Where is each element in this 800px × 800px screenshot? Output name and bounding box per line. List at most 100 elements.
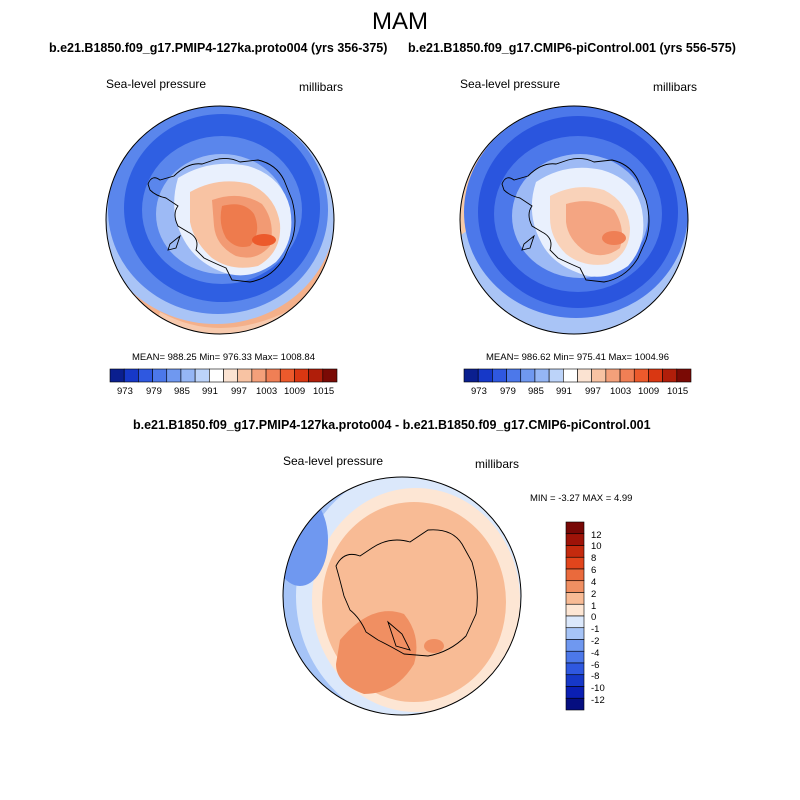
colorbar-difference-swatch: [565, 545, 585, 558]
colorbar-pmip4-swatch: [209, 368, 224, 383]
colorbar-difference-swatch: [565, 662, 585, 676]
cb-diff-tick-label: 2: [591, 589, 597, 600]
cb-right-tick-label: 1009: [638, 386, 660, 397]
cb-left-tick-label: 1009: [284, 386, 306, 397]
colorbar-cmip6-swatch: [548, 368, 564, 383]
season-title: MAM: [372, 8, 428, 35]
cb-diff-tick-label: 1: [591, 601, 597, 612]
map-diff-fill-negative-west: [283, 494, 328, 586]
map-cmip6-border: [459, 105, 689, 335]
colorbar-pmip4-swatch: [152, 368, 168, 383]
colorbar-pmip4-swatch: [237, 368, 253, 383]
panel-left-run-title: b.e21.B1850.f09_g17.PMIP4-127ka.proto004…: [49, 41, 388, 55]
map-pmip4-fill-max: [252, 234, 276, 246]
colorbar-pmip4-swatch: [180, 368, 196, 383]
panel-right-variable-label: Sea-level pressure: [460, 77, 561, 91]
map-difference: [282, 476, 522, 716]
colorbar-difference-swatch: [565, 533, 585, 546]
colorbar-difference: [565, 521, 585, 711]
cb-right-tick-label: 979: [500, 386, 516, 397]
colorbar-cmip6-swatch: [577, 368, 592, 383]
cb-right-tick-label: 1015: [667, 386, 689, 397]
colorbar-cmip6-swatch: [563, 368, 578, 383]
colorbar-cmip6-swatch: [520, 368, 536, 383]
cb-right-tick-label: 1003: [610, 386, 632, 397]
cb-diff-tick-label: 12: [591, 530, 602, 541]
map-diff-coastline: [335, 529, 478, 657]
map-diff-border: [282, 476, 522, 716]
cb-left-tick-label: 1015: [313, 386, 335, 397]
cb-diff-tick-label: -1: [591, 624, 600, 635]
difference-stats: MIN = -3.27 MAX = 4.99: [530, 493, 633, 504]
colorbar-difference-swatch: [565, 568, 585, 582]
colorbar-pmip4-swatch: [194, 368, 210, 383]
colorbar-cmip6-swatch: [534, 368, 550, 383]
cb-diff-tick-label: 10: [591, 541, 602, 552]
map-diff-fill-max-east: [424, 639, 444, 653]
colorbar-pmip4-swatch: [294, 368, 309, 383]
colorbar-pmip4-swatch: [279, 368, 295, 383]
difference-units-label: millibars: [475, 457, 520, 471]
colorbar-pmip4-swatch: [138, 368, 153, 383]
cb-right-tick-label: 973: [471, 386, 487, 397]
cb-diff-tick-label: -12: [591, 695, 605, 706]
colorbar-pmip4-swatch: [123, 368, 139, 383]
colorbar-cmip6-swatch: [477, 368, 493, 383]
colorbar-difference-swatch: [565, 650, 585, 664]
cb-left-tick-label: 973: [117, 386, 133, 397]
colorbar-pmip4-swatch: [322, 368, 338, 383]
colorbar-cmip6-swatch: [676, 368, 692, 383]
panel-left-units-label: millibars: [299, 80, 344, 94]
colorbar-cmip6-swatch: [662, 368, 678, 383]
cb-right-tick-label: 997: [585, 386, 601, 397]
cb-diff-tick-label: 0: [591, 612, 597, 623]
panel-right-stats: MEAN= 986.62 Min= 975.41 Max= 1004.96: [486, 352, 669, 363]
panel-left-stats: MEAN= 988.25 Min= 976.33 Max= 1008.84: [132, 352, 315, 363]
colorbar-difference-swatch: [565, 556, 585, 570]
cb-right-tick-label: 991: [556, 386, 572, 397]
colorbar-pmip4-swatch: [308, 368, 324, 383]
colorbar-cmip6-swatch: [605, 368, 621, 383]
difference-title: b.e21.B1850.f09_g17.PMIP4-127ka.proto004…: [133, 418, 651, 432]
colorbar-pmip4-swatch: [166, 368, 182, 383]
colorbar-cmip6-swatch: [591, 368, 607, 383]
colorbar-difference-swatch: [565, 580, 585, 593]
cb-left-tick-label: 979: [146, 386, 162, 397]
cb-diff-tick-label: 4: [591, 577, 597, 588]
cb-left-tick-label: 991: [202, 386, 218, 397]
difference-variable-label: Sea-level pressure: [283, 454, 384, 468]
colorbar-pmip4-swatch: [109, 368, 125, 383]
cb-left-tick-label: 997: [231, 386, 247, 397]
colorbar-difference-swatch: [565, 615, 585, 629]
cb-diff-tick-label: -6: [591, 660, 600, 671]
map-pmip4-127ka: [105, 105, 335, 335]
map-diff-fill-max-west: [336, 611, 417, 694]
cb-right-tick-label: 985: [528, 386, 544, 397]
colorbar-difference-swatch: [565, 639, 585, 652]
colorbar-cmip6-swatch: [492, 368, 507, 383]
colorbar-cmip6-swatch: [619, 368, 635, 383]
colorbar-difference-swatch: [565, 603, 585, 617]
colorbar-difference-swatch: [565, 592, 585, 605]
cb-diff-tick-label: -10: [591, 683, 605, 694]
colorbar-pmip4-swatch: [251, 368, 267, 383]
cb-diff-tick-label: -2: [591, 636, 600, 647]
panel-right-units-label: millibars: [653, 80, 698, 94]
colorbar-pmip4-swatch: [223, 368, 238, 383]
map-pmip4-fill-high-3: [220, 204, 258, 247]
cb-diff-tick-label: 8: [591, 553, 597, 564]
panel-right-run-title: b.e21.B1850.f09_g17.CMIP6-piControl.001 …: [408, 41, 736, 55]
colorbar-cmip6-swatch: [506, 368, 522, 383]
map-cmip6-coastline: [501, 157, 650, 283]
map-pmip4-coastline: [147, 157, 296, 283]
cb-diff-tick-label: -4: [591, 648, 600, 659]
colorbar-cmip6: [463, 368, 692, 383]
cb-diff-tick-label: -8: [591, 671, 600, 682]
colorbar-difference-swatch: [565, 697, 585, 711]
colorbar-cmip6-swatch: [648, 368, 663, 383]
map-cmip6-picontrol: [459, 105, 689, 335]
panel-left-variable-label: Sea-level pressure: [106, 77, 207, 91]
colorbar-cmip6-swatch: [463, 368, 479, 383]
cb-left-tick-label: 985: [174, 386, 190, 397]
